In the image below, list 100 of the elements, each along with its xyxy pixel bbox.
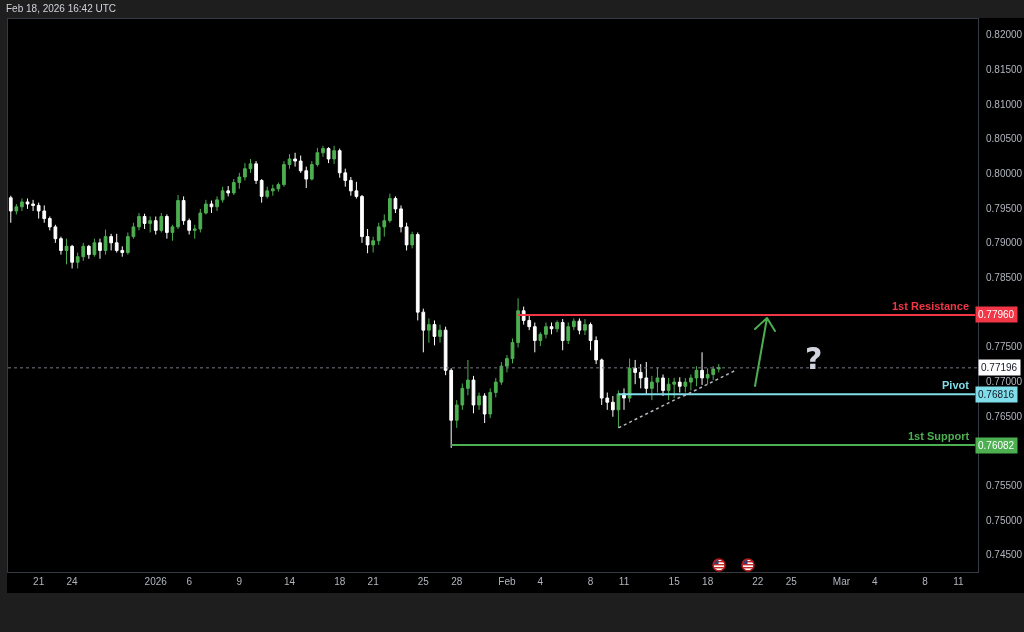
- candlestick: [566, 322, 571, 345]
- x-tick-label: 14: [283, 576, 296, 587]
- candlestick: [488, 387, 493, 419]
- candlestick: [571, 317, 576, 331]
- data-label: 0.76816: [978, 389, 1015, 400]
- candlestick: [471, 375, 476, 414]
- candlestick: [560, 318, 565, 351]
- ref-line-label: 0.77196: [981, 362, 1018, 373]
- candlestick: [633, 359, 638, 385]
- candlestick: [86, 244, 91, 260]
- data-label: 0.77960: [978, 309, 1015, 320]
- candlestick: [226, 185, 231, 197]
- candlestick: [388, 193, 392, 224]
- candlestick: [254, 160, 258, 185]
- x-tick-label: 18: [702, 576, 714, 587]
- candlestick: [549, 322, 554, 335]
- candlestick: [137, 212, 141, 231]
- candlestick: [148, 216, 153, 233]
- candlestick: [616, 389, 621, 429]
- x-tick-label: 8: [922, 576, 929, 587]
- candlestick: [432, 319, 437, 346]
- candlestick: [683, 377, 688, 394]
- candlestick: [371, 236, 376, 254]
- y-tick-label: 0.79500: [986, 202, 1023, 214]
- y-tick-label: 0.82000: [986, 29, 1023, 41]
- candlestick: [538, 331, 543, 347]
- candlestick: [365, 228, 370, 254]
- candlestick: [215, 195, 219, 212]
- candlestick: [14, 203, 19, 215]
- candlestick: [482, 392, 487, 424]
- candlestick: [505, 354, 509, 373]
- x-tick-label: 9: [236, 576, 243, 587]
- candlestick: [700, 351, 704, 386]
- candlestick: [321, 145, 325, 158]
- candlestick: [170, 224, 175, 242]
- candlestick: [477, 392, 481, 411]
- candlestick: [98, 238, 102, 260]
- candlestick: [259, 178, 264, 204]
- candlestick: [332, 145, 336, 165]
- candlestick: [103, 229, 108, 256]
- x-tick-label: 22: [752, 576, 764, 587]
- candlestick: [544, 322, 548, 339]
- candlestick: [326, 146, 331, 164]
- candlestick: [677, 376, 682, 394]
- candlestick: [610, 395, 615, 418]
- candlestick: [159, 212, 164, 233]
- x-tick-label: 24: [66, 576, 79, 587]
- x-tick-label: 4: [872, 576, 879, 587]
- candlestick: [92, 238, 97, 258]
- x-tick-label: 18: [334, 576, 346, 587]
- candlestick: [287, 153, 292, 170]
- x-tick-label: 25: [785, 576, 798, 587]
- candlestick: [70, 244, 74, 269]
- y-tick-label: 0.77500: [986, 341, 1023, 353]
- x-tick-label: 25: [417, 576, 430, 587]
- candlestick: [176, 194, 180, 230]
- candlestick: [410, 231, 415, 249]
- y-tick-label: 0.77000: [986, 375, 1023, 387]
- x-tick-label: 8: [587, 576, 594, 587]
- x-tick-label: 21: [367, 576, 380, 587]
- x-tick-label: 11: [618, 576, 630, 587]
- annotation: ?: [805, 341, 823, 376]
- x-tick-label: 28: [451, 576, 463, 587]
- x-tick-label: Feb: [498, 576, 516, 587]
- candlestick: [532, 322, 537, 353]
- candlestick: [404, 222, 409, 251]
- x-tick-label: 15: [668, 576, 681, 587]
- candlestick: [142, 213, 147, 230]
- y-tick-label: 0.80000: [986, 168, 1023, 180]
- data-label: 0.76082: [978, 440, 1015, 451]
- candlestick: [165, 213, 169, 240]
- candlestick: [399, 204, 403, 233]
- candlestick: [64, 238, 69, 265]
- line-series: [617, 369, 737, 429]
- candlestick: [209, 200, 214, 214]
- candlestick: [438, 324, 442, 344]
- candlestick: [627, 358, 632, 403]
- candlestick: [293, 152, 297, 168]
- y-tick-label: 0.78500: [986, 271, 1023, 283]
- candlestick: [360, 194, 364, 244]
- candlestick: [393, 195, 398, 214]
- x-tick-label: 21: [33, 576, 45, 587]
- x-tick-label: 2026: [144, 576, 168, 587]
- candlestick: [153, 216, 158, 236]
- y-tick-label: 0.79000: [986, 237, 1023, 249]
- y-tick-label: 0.81000: [986, 98, 1023, 110]
- series-label: Pivot: [942, 379, 970, 391]
- x-tick-label: Mar: [832, 576, 851, 587]
- series-label: 1st Support: [908, 430, 970, 442]
- y-tick-label: 0.75000: [986, 514, 1023, 526]
- candlestick: [577, 317, 582, 335]
- candlestick: [20, 197, 24, 212]
- candlestick: [8, 195, 13, 224]
- candlestick: [661, 374, 665, 397]
- series-label: 1st Resistance: [892, 300, 970, 312]
- text: Feb 18, 2026 16:42 UTC: [6, 3, 117, 15]
- candlestick: [265, 186, 270, 199]
- y-tick-label: 0.74500: [986, 549, 1023, 561]
- candlestick: [555, 319, 559, 333]
- y-tick-label: 0.75500: [986, 479, 1023, 491]
